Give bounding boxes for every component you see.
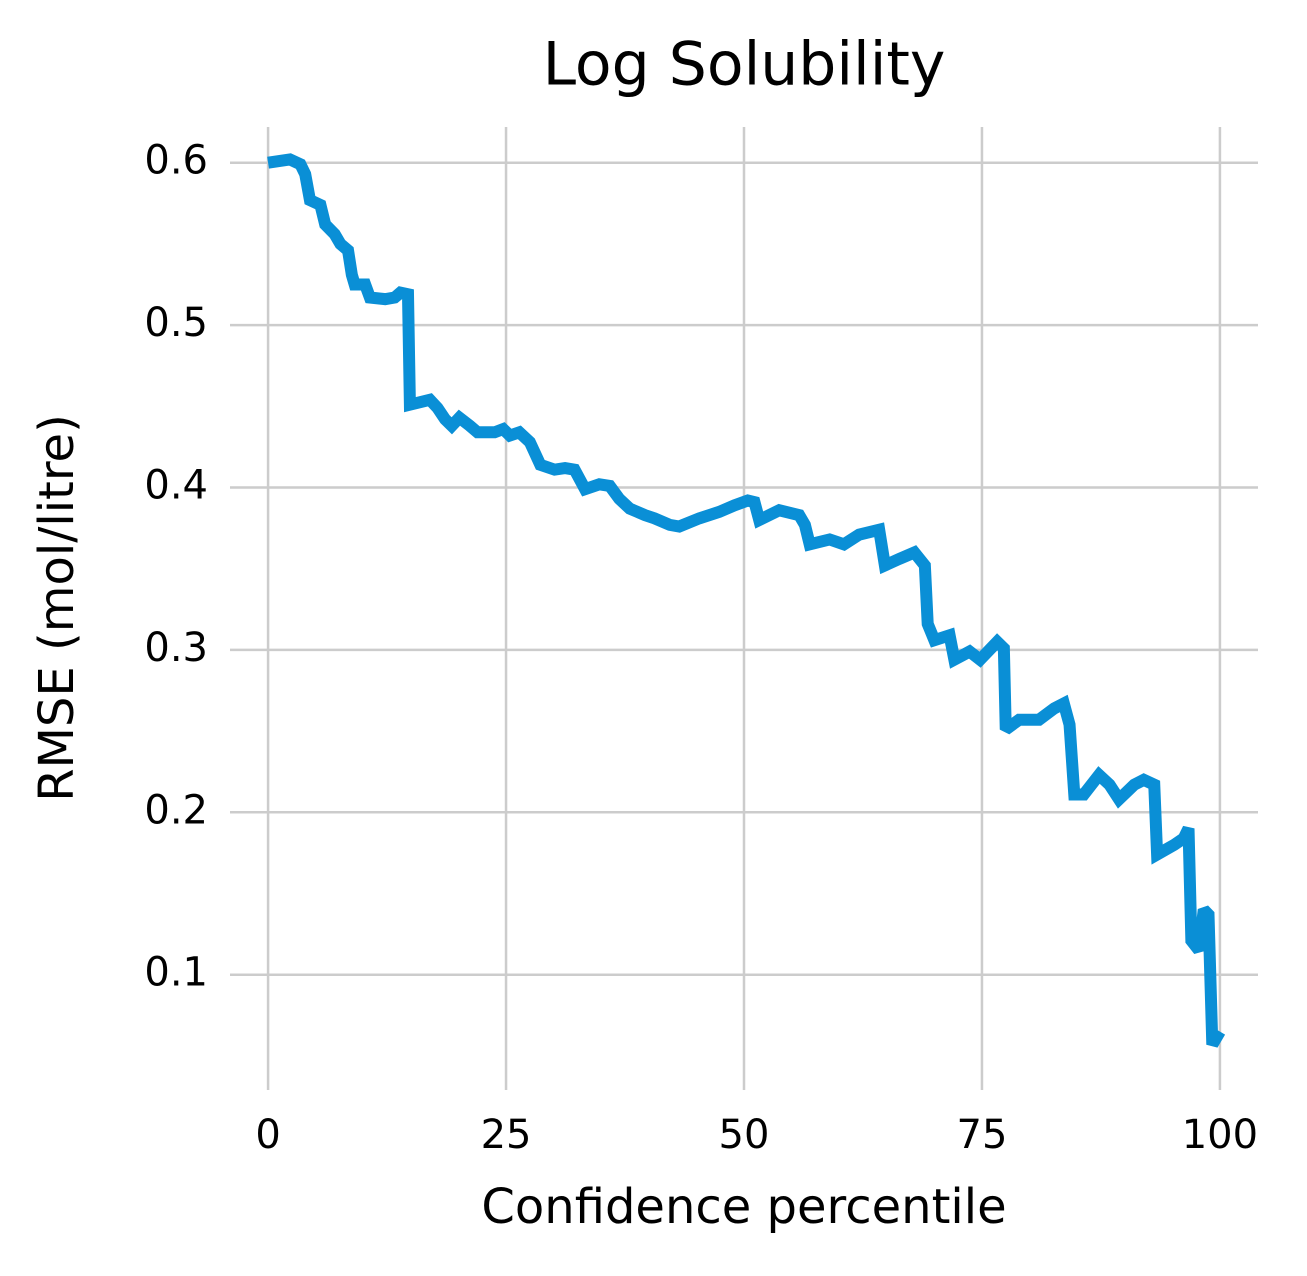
- x-tick-label: 50: [719, 1112, 770, 1158]
- y-tick-label: 0.2: [144, 787, 208, 833]
- x-tick-label: 25: [481, 1112, 532, 1158]
- x-tick-label: 0: [255, 1112, 280, 1158]
- chart-title: Log Solubility: [543, 30, 946, 100]
- y-tick-label: 0.1: [144, 950, 208, 996]
- y-tick-label: 0.6: [144, 138, 208, 184]
- line: [267, 153, 1226, 1048]
- y-tick-label: 0.5: [144, 300, 208, 346]
- x-tick-label: 100: [1182, 1112, 1258, 1158]
- x-axis-label: Confidence percentile: [481, 1179, 1006, 1235]
- y-tick-label: 0.4: [144, 463, 208, 509]
- x-tick-label: 75: [957, 1112, 1008, 1158]
- y-tick-label: 0.3: [144, 625, 208, 671]
- y-axis-label: RMSE (mol/litre): [29, 414, 85, 802]
